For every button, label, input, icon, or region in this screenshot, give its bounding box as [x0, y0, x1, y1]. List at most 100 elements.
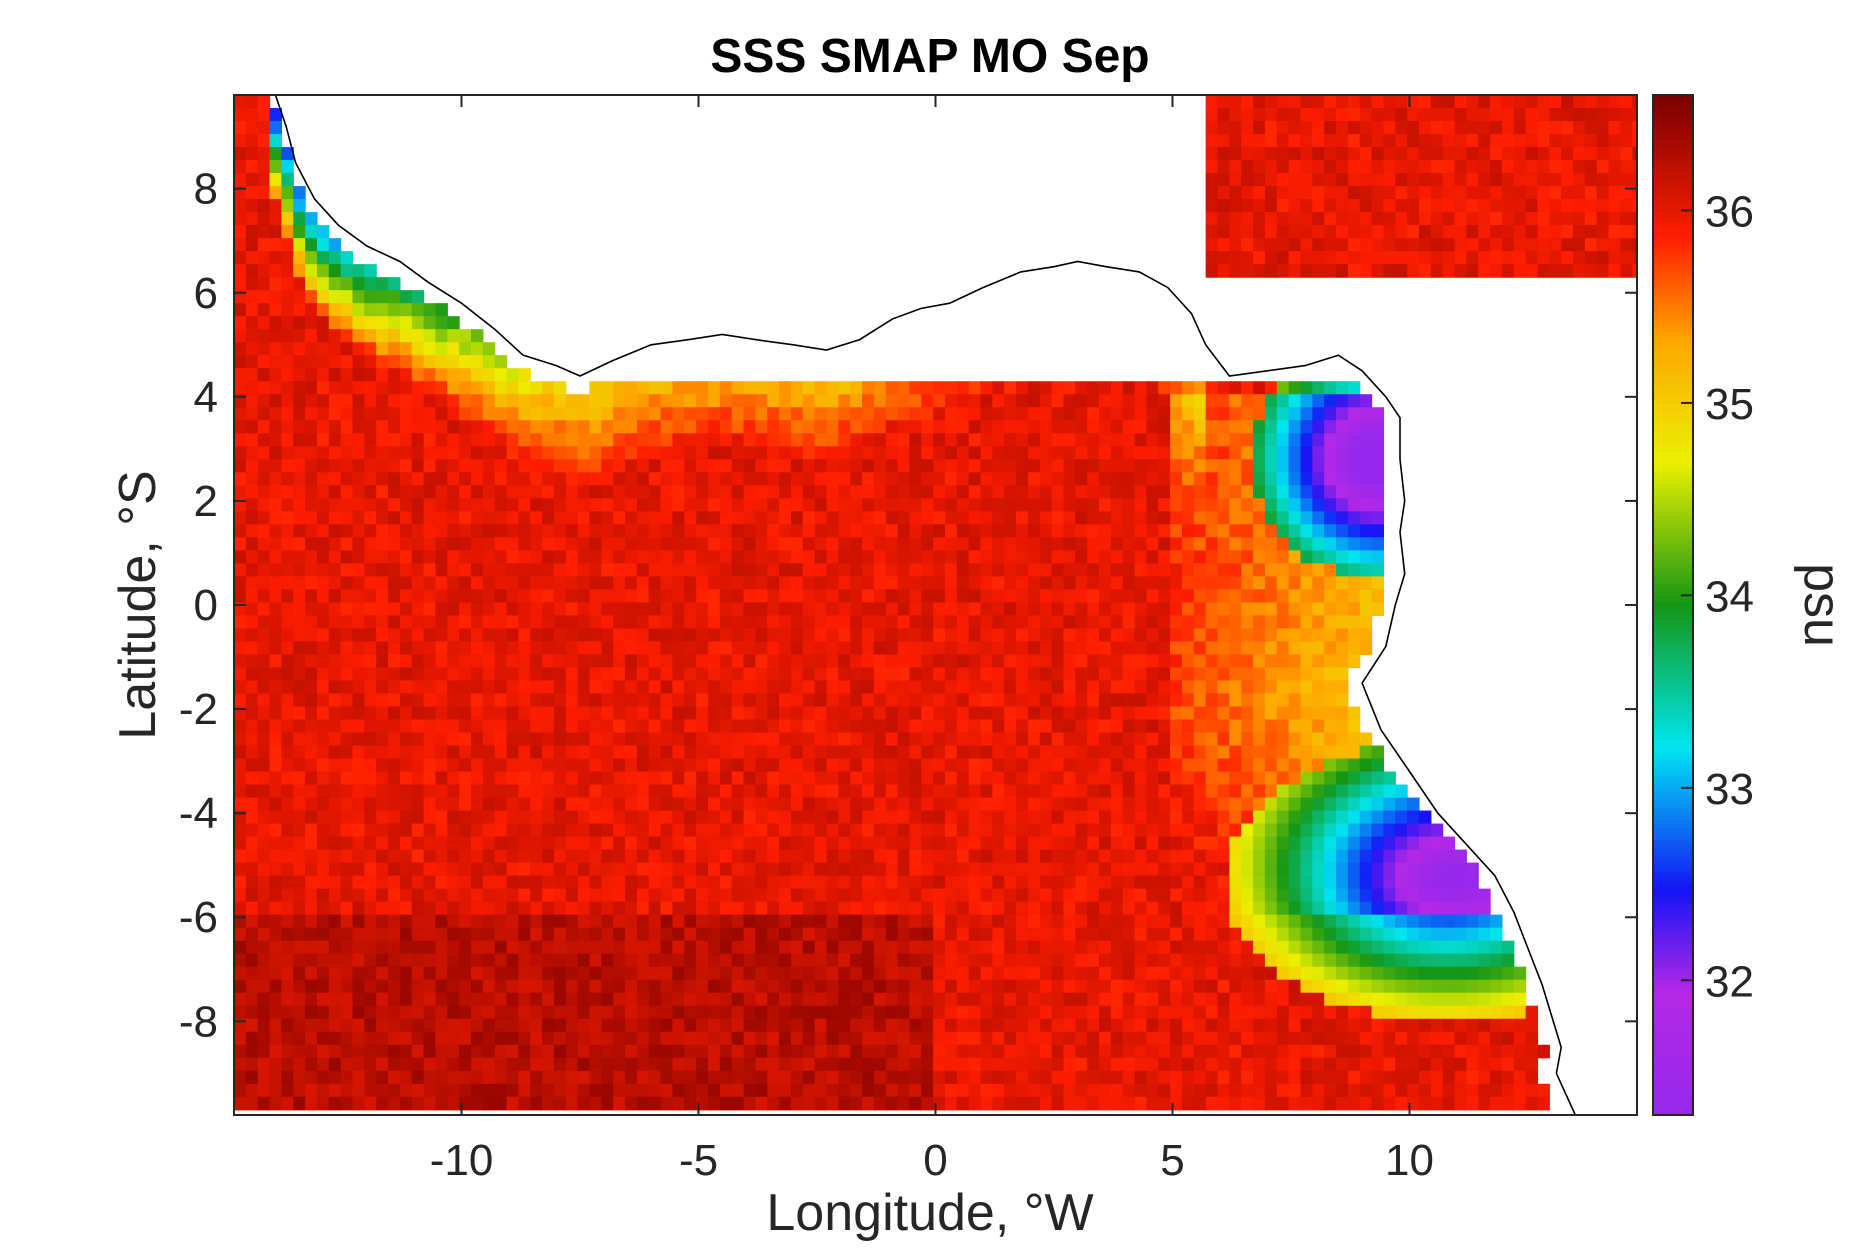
heatmap-cell [388, 927, 401, 942]
heatmap-cell [269, 498, 282, 512]
heatmap-cell [1063, 654, 1076, 669]
heatmap-cell [636, 927, 650, 942]
heatmap-cell [305, 264, 318, 278]
heatmap-cell [779, 927, 792, 942]
heatmap-cell [1158, 667, 1171, 682]
heatmap-cell [459, 680, 472, 695]
heatmap-cell [731, 849, 745, 864]
heatmap-cell [1051, 550, 1065, 564]
heatmap-cell [1324, 680, 1337, 695]
heatmap-cell [1359, 95, 1373, 109]
heatmap-cell [1442, 134, 1456, 148]
heatmap-cell [542, 485, 555, 499]
heatmap-cell [814, 719, 828, 734]
heatmap-cell [696, 706, 709, 721]
heatmap-cell [328, 576, 342, 590]
heatmap-cell [293, 238, 306, 252]
heatmap-cell [838, 602, 851, 617]
heatmap-cell [1418, 810, 1432, 825]
heatmap-cell [743, 550, 756, 564]
heatmap-cell [1324, 95, 1337, 109]
heatmap-cell [1134, 862, 1148, 877]
heatmap-cell [1359, 745, 1373, 760]
heatmap-cell [1016, 394, 1029, 408]
heatmap-cell [1253, 147, 1266, 161]
heatmap-cell [862, 719, 875, 734]
heatmap-cell [1146, 628, 1159, 643]
heatmap-cell [1253, 849, 1266, 864]
heatmap-cell [719, 511, 733, 525]
heatmap-cell [376, 888, 389, 903]
heatmap-cell [577, 862, 591, 877]
heatmap-cell [305, 771, 318, 786]
heatmap-cell [707, 862, 721, 877]
heatmap-cell [1016, 927, 1029, 942]
heatmap-cell [305, 849, 318, 864]
heatmap-cell [814, 823, 828, 838]
heatmap-cell [1288, 485, 1302, 499]
heatmap-cell [1134, 511, 1148, 525]
heatmap-cell [305, 498, 318, 512]
heatmap-cell [399, 615, 413, 630]
heatmap-cell [1407, 186, 1420, 200]
heatmap-cell [672, 589, 685, 603]
heatmap-cell [1027, 758, 1041, 773]
heatmap-cell [909, 862, 922, 877]
heatmap-cell [1371, 537, 1385, 551]
heatmap-cell [648, 563, 662, 577]
heatmap-cell [696, 693, 709, 708]
heatmap-cell [435, 316, 448, 330]
heatmap-cell [672, 823, 685, 838]
heatmap-cell [234, 368, 247, 382]
heatmap-cell [790, 602, 804, 617]
heatmap-cell [897, 628, 911, 643]
heatmap-cell [1324, 420, 1337, 434]
heatmap-cell [257, 719, 271, 734]
heatmap-cell [553, 524, 567, 538]
heatmap-cell [1229, 199, 1242, 213]
heatmap-cell [376, 394, 389, 408]
heatmap-cell [1264, 134, 1278, 148]
heatmap-cell [1087, 407, 1100, 421]
heatmap-cell [553, 420, 567, 434]
heatmap-cell [234, 316, 247, 330]
heatmap-cell [1288, 459, 1302, 473]
heatmap-cell [1110, 914, 1124, 929]
heatmap-cell [601, 784, 614, 799]
heatmap-cell [1193, 446, 1207, 460]
heatmap-cell [909, 823, 922, 838]
heatmap-cell [814, 433, 828, 447]
heatmap-cell [1170, 706, 1183, 721]
heatmap-cell [1122, 849, 1136, 864]
heatmap-cell [411, 888, 425, 903]
heatmap-cell [873, 927, 887, 942]
heatmap-cell [814, 498, 828, 512]
heatmap-cell [696, 862, 709, 877]
heatmap-cell [1513, 121, 1527, 135]
heatmap-cell [1300, 446, 1313, 460]
heatmap-cell [376, 524, 389, 538]
heatmap-cell [518, 901, 531, 916]
heatmap-cell [1241, 901, 1254, 916]
heatmap-cell [577, 719, 591, 734]
heatmap-cell [684, 745, 697, 760]
heatmap-cell [257, 329, 271, 343]
heatmap-cell [1181, 524, 1195, 538]
heatmap-cell [482, 771, 496, 786]
heatmap-cell [885, 849, 899, 864]
heatmap-cell [1383, 238, 1396, 252]
heatmap-cell [459, 758, 472, 773]
heatmap-cell [1490, 927, 1503, 942]
heatmap-cell [1027, 628, 1041, 643]
heatmap-cell [1004, 459, 1017, 473]
heatmap-cell [779, 576, 792, 590]
heatmap-cell [1063, 433, 1076, 447]
heatmap-cell [873, 784, 887, 799]
heatmap-cell [897, 420, 911, 434]
heatmap-cell [1608, 264, 1622, 278]
heatmap-cell [1537, 251, 1550, 265]
heatmap-cell [399, 758, 413, 773]
heatmap-cell [743, 641, 756, 656]
heatmap-cell [1312, 147, 1325, 161]
heatmap-cell [281, 420, 294, 434]
